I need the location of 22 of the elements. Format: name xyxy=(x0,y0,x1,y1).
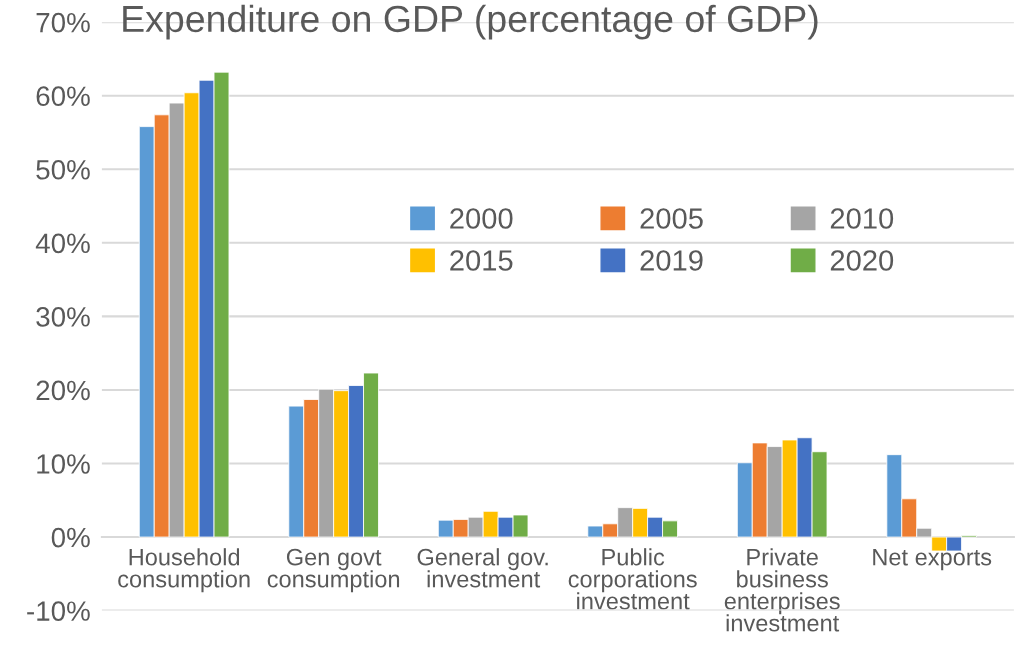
legend-label: 2000 xyxy=(450,208,513,229)
legend-label: 2015 xyxy=(450,250,513,271)
x-tick-label: Private business enterprises investment xyxy=(724,548,840,632)
legend-label: 2005 xyxy=(640,208,703,229)
legend-label: 2019 xyxy=(640,250,703,271)
legend-label: 2020 xyxy=(830,250,894,271)
legend-label: 2010 xyxy=(830,208,894,229)
x-tick-label: Net exports xyxy=(873,549,992,571)
x-tick-label: Public corporations investment xyxy=(568,548,697,610)
y-tick-label: 0% xyxy=(51,527,90,548)
y-tick-label: 10% xyxy=(37,454,90,474)
x-tick-label: Gen govt consumption xyxy=(267,548,400,593)
y-tick-label: 50% xyxy=(36,159,90,180)
y-tick-label: 60% xyxy=(36,86,90,107)
y-tick-label: 20% xyxy=(36,380,90,401)
x-tick-label: Household consumption xyxy=(118,548,250,593)
y-tick-label: 40% xyxy=(35,233,90,254)
y-tick-label: 30% xyxy=(36,307,90,327)
y-tick-label: -10% xyxy=(27,601,90,621)
y-tick-label: 70% xyxy=(36,12,90,33)
x-tick-label: General gov. investment xyxy=(417,548,548,588)
chart-title: Expenditure on GDP (percentage of GDP) xyxy=(123,4,818,40)
